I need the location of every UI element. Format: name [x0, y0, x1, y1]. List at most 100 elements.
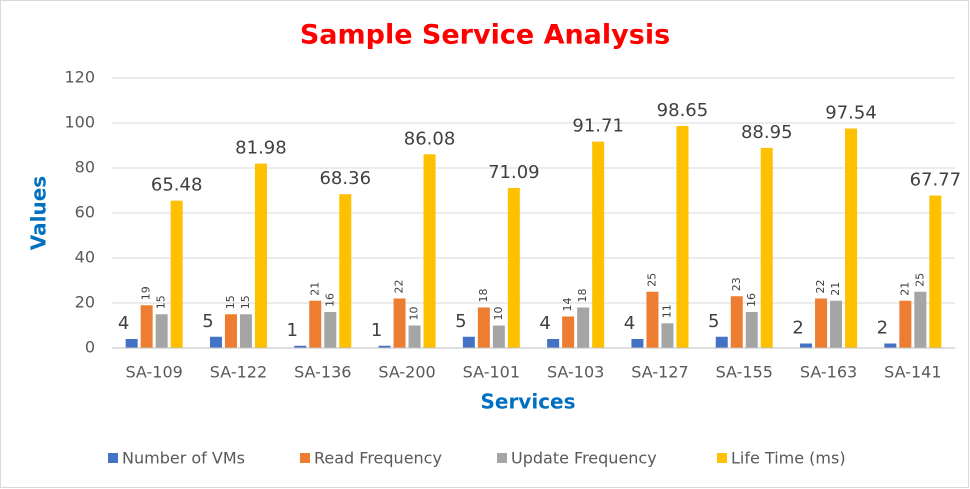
bar	[914, 291, 927, 348]
bar	[884, 343, 897, 348]
data-label: 19	[140, 286, 153, 300]
data-label: 2	[877, 318, 888, 339]
bar	[676, 126, 689, 348]
chart-title: Sample Service Analysis	[300, 20, 670, 51]
y-tick-label: 100	[64, 113, 95, 132]
x-tick-label: SA-163	[800, 363, 857, 382]
data-label: 18	[477, 289, 490, 303]
y-tick-label: 80	[75, 158, 95, 177]
bar	[547, 339, 560, 348]
bar	[339, 194, 352, 348]
legend-label: Read Frequency	[314, 449, 442, 468]
data-label: 23	[730, 277, 743, 291]
data-label: 81.98	[235, 138, 287, 159]
data-label: 15	[239, 295, 252, 309]
y-tick-label: 40	[75, 248, 95, 267]
legend-swatch	[300, 453, 310, 463]
data-label: 25	[913, 273, 926, 287]
data-label: 1	[371, 320, 382, 341]
bar	[140, 305, 153, 348]
bar	[393, 298, 406, 348]
data-label: 10	[408, 307, 421, 321]
bar	[715, 336, 728, 348]
x-tick-label: SA-109	[125, 363, 182, 382]
bar	[224, 314, 237, 348]
bar	[324, 312, 337, 348]
data-label: 16	[745, 293, 758, 307]
data-label: 22	[393, 280, 406, 294]
bar	[760, 147, 773, 348]
bar	[661, 323, 674, 348]
legend-swatch	[108, 453, 118, 463]
data-label: 22	[814, 280, 827, 294]
data-label: 16	[323, 293, 336, 307]
bar	[155, 314, 168, 348]
x-tick-label: SA-155	[716, 363, 773, 382]
legend-label: Life Time (ms)	[731, 449, 846, 468]
bar	[646, 291, 659, 348]
data-label: 4	[624, 313, 635, 334]
data-label: 1	[287, 320, 298, 341]
bar	[800, 343, 813, 348]
bar	[492, 325, 505, 348]
data-label: 97.54	[825, 103, 877, 124]
y-axis-label: Values	[27, 176, 51, 250]
data-label: 21	[829, 282, 842, 296]
bar	[815, 298, 828, 348]
data-label: 5	[455, 311, 466, 332]
bar	[209, 336, 222, 348]
bar	[562, 316, 575, 348]
x-tick-label: SA-200	[378, 363, 435, 382]
bar	[899, 300, 912, 348]
data-label: 71.09	[488, 162, 540, 183]
bar	[408, 325, 421, 348]
bar	[845, 128, 858, 348]
data-label: 88.95	[741, 122, 793, 143]
data-label: 86.08	[404, 128, 456, 149]
x-tick-label: SA-122	[210, 363, 267, 382]
data-label: 68.36	[319, 168, 371, 189]
y-tick-label: 20	[75, 293, 95, 312]
data-label: 91.71	[572, 116, 624, 137]
bar	[462, 336, 475, 348]
legend-swatch	[717, 453, 727, 463]
data-label: 14	[561, 298, 574, 312]
data-label: 18	[576, 289, 589, 303]
bar	[254, 163, 267, 348]
legend-label: Update Frequency	[511, 449, 657, 468]
data-label: 98.65	[657, 100, 709, 121]
data-label: 21	[898, 282, 911, 296]
bar	[423, 154, 436, 348]
x-tick-label: SA-141	[884, 363, 941, 382]
bar	[309, 300, 322, 348]
legend-swatch	[497, 453, 507, 463]
y-tick-label: 0	[85, 338, 95, 357]
x-tick-label: SA-136	[294, 363, 351, 382]
x-axis-label: Services	[480, 390, 575, 414]
bar	[239, 314, 252, 348]
bar	[170, 200, 183, 348]
bar	[631, 339, 644, 348]
bar	[592, 141, 605, 348]
bar	[577, 307, 590, 348]
data-label: 5	[202, 311, 213, 332]
x-tick-label: SA-127	[631, 363, 688, 382]
bar	[507, 188, 520, 348]
data-label: 2	[792, 318, 803, 339]
legend-label: Number of VMs	[122, 449, 245, 468]
y-tick-label: 60	[75, 203, 95, 222]
data-label: 15	[224, 295, 237, 309]
data-label: 4	[539, 313, 550, 334]
data-label: 15	[155, 295, 168, 309]
x-tick-label: SA-103	[547, 363, 604, 382]
bar	[477, 307, 490, 348]
bar	[745, 312, 758, 348]
bar	[929, 195, 942, 348]
data-label: 11	[660, 304, 673, 318]
data-label: 4	[118, 313, 129, 334]
data-label: 67.77	[910, 170, 962, 191]
data-label: 5	[708, 311, 719, 332]
x-tick-label: SA-101	[463, 363, 520, 382]
